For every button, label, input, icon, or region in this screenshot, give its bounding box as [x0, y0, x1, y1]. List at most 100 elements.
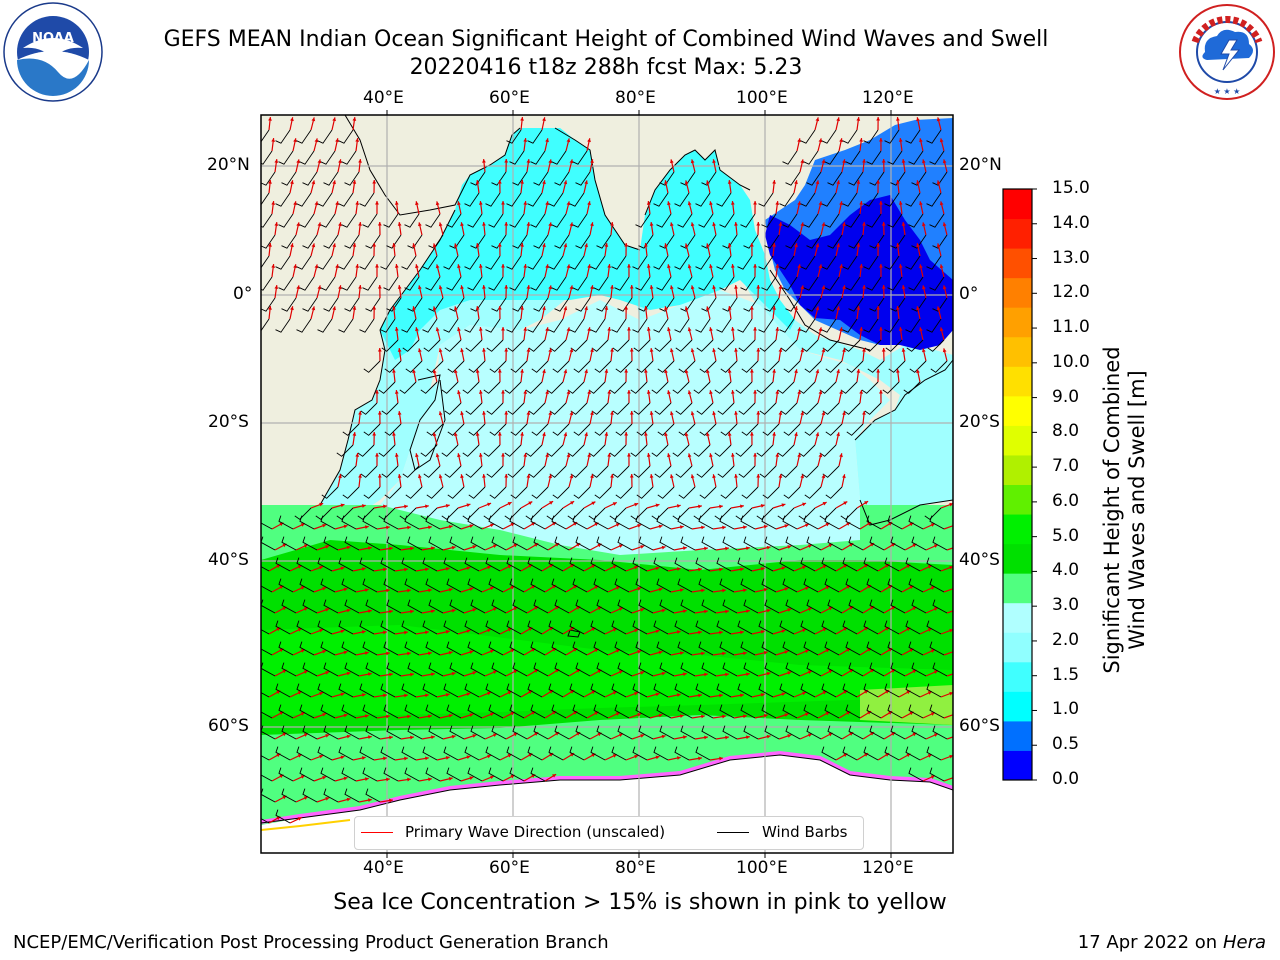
wind-barb: [806, 662, 822, 677]
wind-barb: [486, 465, 504, 478]
wave-arrow-head: [646, 264, 651, 268]
wave-arrow-head: [542, 432, 546, 437]
colorbar-tick-label: 7.0: [1052, 456, 1080, 477]
wave-arrow-head: [658, 587, 663, 592]
wind-barb: [341, 150, 357, 165]
wave-arrow-head: [698, 630, 702, 635]
wind-barb: [783, 486, 801, 499]
wave-arrow-head: [955, 608, 959, 612]
wind-barb: [512, 599, 528, 614]
wind-barb: [635, 704, 651, 719]
wind-barb: [672, 381, 690, 394]
wind-barb: [590, 318, 606, 333]
wave-arrow-head: [584, 180, 588, 185]
wave-arrow-head: [669, 222, 674, 227]
footer-machine: Hera: [1222, 932, 1266, 953]
colorbar-tick-label: 5.0: [1052, 525, 1080, 546]
wave-arrow-head: [661, 671, 666, 676]
wind-barb: [554, 171, 570, 186]
wind-barb: [365, 662, 381, 677]
wind-barb: [801, 339, 819, 352]
wind-barb: [404, 578, 420, 593]
wind-barb: [527, 746, 543, 761]
wave-arrow-head: [859, 390, 864, 394]
wind-barb: [363, 360, 381, 373]
wind-barb: [911, 725, 927, 740]
wave-arrow-head: [753, 453, 757, 457]
wind-barb: [381, 465, 399, 478]
wind-barb: [719, 276, 735, 291]
wave-arrow-head: [425, 504, 429, 509]
wind-barb: [911, 234, 927, 249]
wave-arrow-head: [520, 180, 524, 184]
wind-barb: [759, 465, 777, 478]
lon-tick-top-80e: 80°E: [615, 88, 656, 108]
wave-arrow-head: [548, 474, 552, 479]
wind-barb: [632, 557, 648, 572]
wind-barb: [677, 515, 693, 530]
wave-arrow-head: [684, 180, 689, 185]
wind-barb: [737, 683, 753, 698]
wave-arrow-head: [548, 222, 552, 227]
wave-arrow-head: [709, 264, 713, 269]
wind-barb: [261, 129, 270, 143]
wind-barb: [653, 620, 669, 635]
wind-barb: [632, 255, 648, 270]
wind-barb: [530, 213, 546, 228]
wind-barb: [296, 318, 312, 333]
wind-barb: [842, 683, 858, 698]
wave-arrow-head: [303, 733, 308, 737]
wind-barb: [446, 276, 462, 291]
wave-arrow-head: [706, 306, 710, 311]
wind-barb: [404, 213, 420, 228]
wind-barb: [783, 360, 801, 373]
wave-arrow-head: [335, 264, 339, 269]
wind-barb: [842, 255, 858, 270]
wave-arrow-head: [338, 285, 342, 290]
wind-barb: [468, 423, 486, 436]
wind-barb: [905, 620, 921, 635]
wave-arrow-head: [432, 243, 437, 248]
wind-barb: [506, 746, 522, 761]
wave-arrow-head: [566, 327, 571, 332]
wave-arrow-head: [610, 285, 614, 289]
wind-barb: [869, 599, 885, 614]
wind-barb: [593, 276, 609, 291]
wind-barb: [468, 360, 486, 373]
wind-barb: [764, 725, 780, 740]
wind-barb: [365, 297, 381, 312]
wind-barb: [609, 507, 627, 520]
wave-arrow-head: [839, 327, 843, 332]
wind-barb: [362, 276, 378, 291]
wave-arrow-head: [802, 691, 807, 696]
wave-arrow-head: [545, 138, 549, 143]
wave-arrow-head: [734, 222, 738, 226]
wave-arrow-head: [343, 776, 348, 781]
wind-barb: [552, 423, 570, 436]
wind-barb: [590, 255, 606, 270]
wave-arrow-head: [438, 411, 443, 416]
wind-barb: [743, 536, 759, 551]
coastline: [261, 115, 953, 824]
wind-barb: [842, 192, 858, 207]
wave-arrow-head: [352, 117, 357, 121]
colorbar-tick-label: 0.0: [1052, 769, 1080, 789]
wind-barb: [488, 641, 504, 656]
wave-arrow-head: [706, 369, 710, 374]
sea-ice-edge: [261, 750, 953, 824]
wind-barb: [803, 641, 819, 656]
wind-barb: [512, 662, 528, 677]
wind-barb: [275, 255, 291, 270]
wave-arrow-head: [563, 369, 568, 374]
wind-barb: [617, 536, 633, 551]
wind-barb: [551, 641, 567, 656]
wave-arrow-head: [300, 712, 305, 716]
wave-arrow-head: [669, 474, 674, 479]
wave-arrow-head: [383, 504, 387, 509]
wave-arrow-head: [338, 159, 342, 164]
wave-direction-arrow: [943, 777, 953, 782]
wave-arrow-head: [392, 306, 396, 310]
wave-arrow-head: [797, 201, 801, 206]
wind-barb: [548, 746, 564, 761]
wave-arrow-head: [836, 306, 840, 311]
